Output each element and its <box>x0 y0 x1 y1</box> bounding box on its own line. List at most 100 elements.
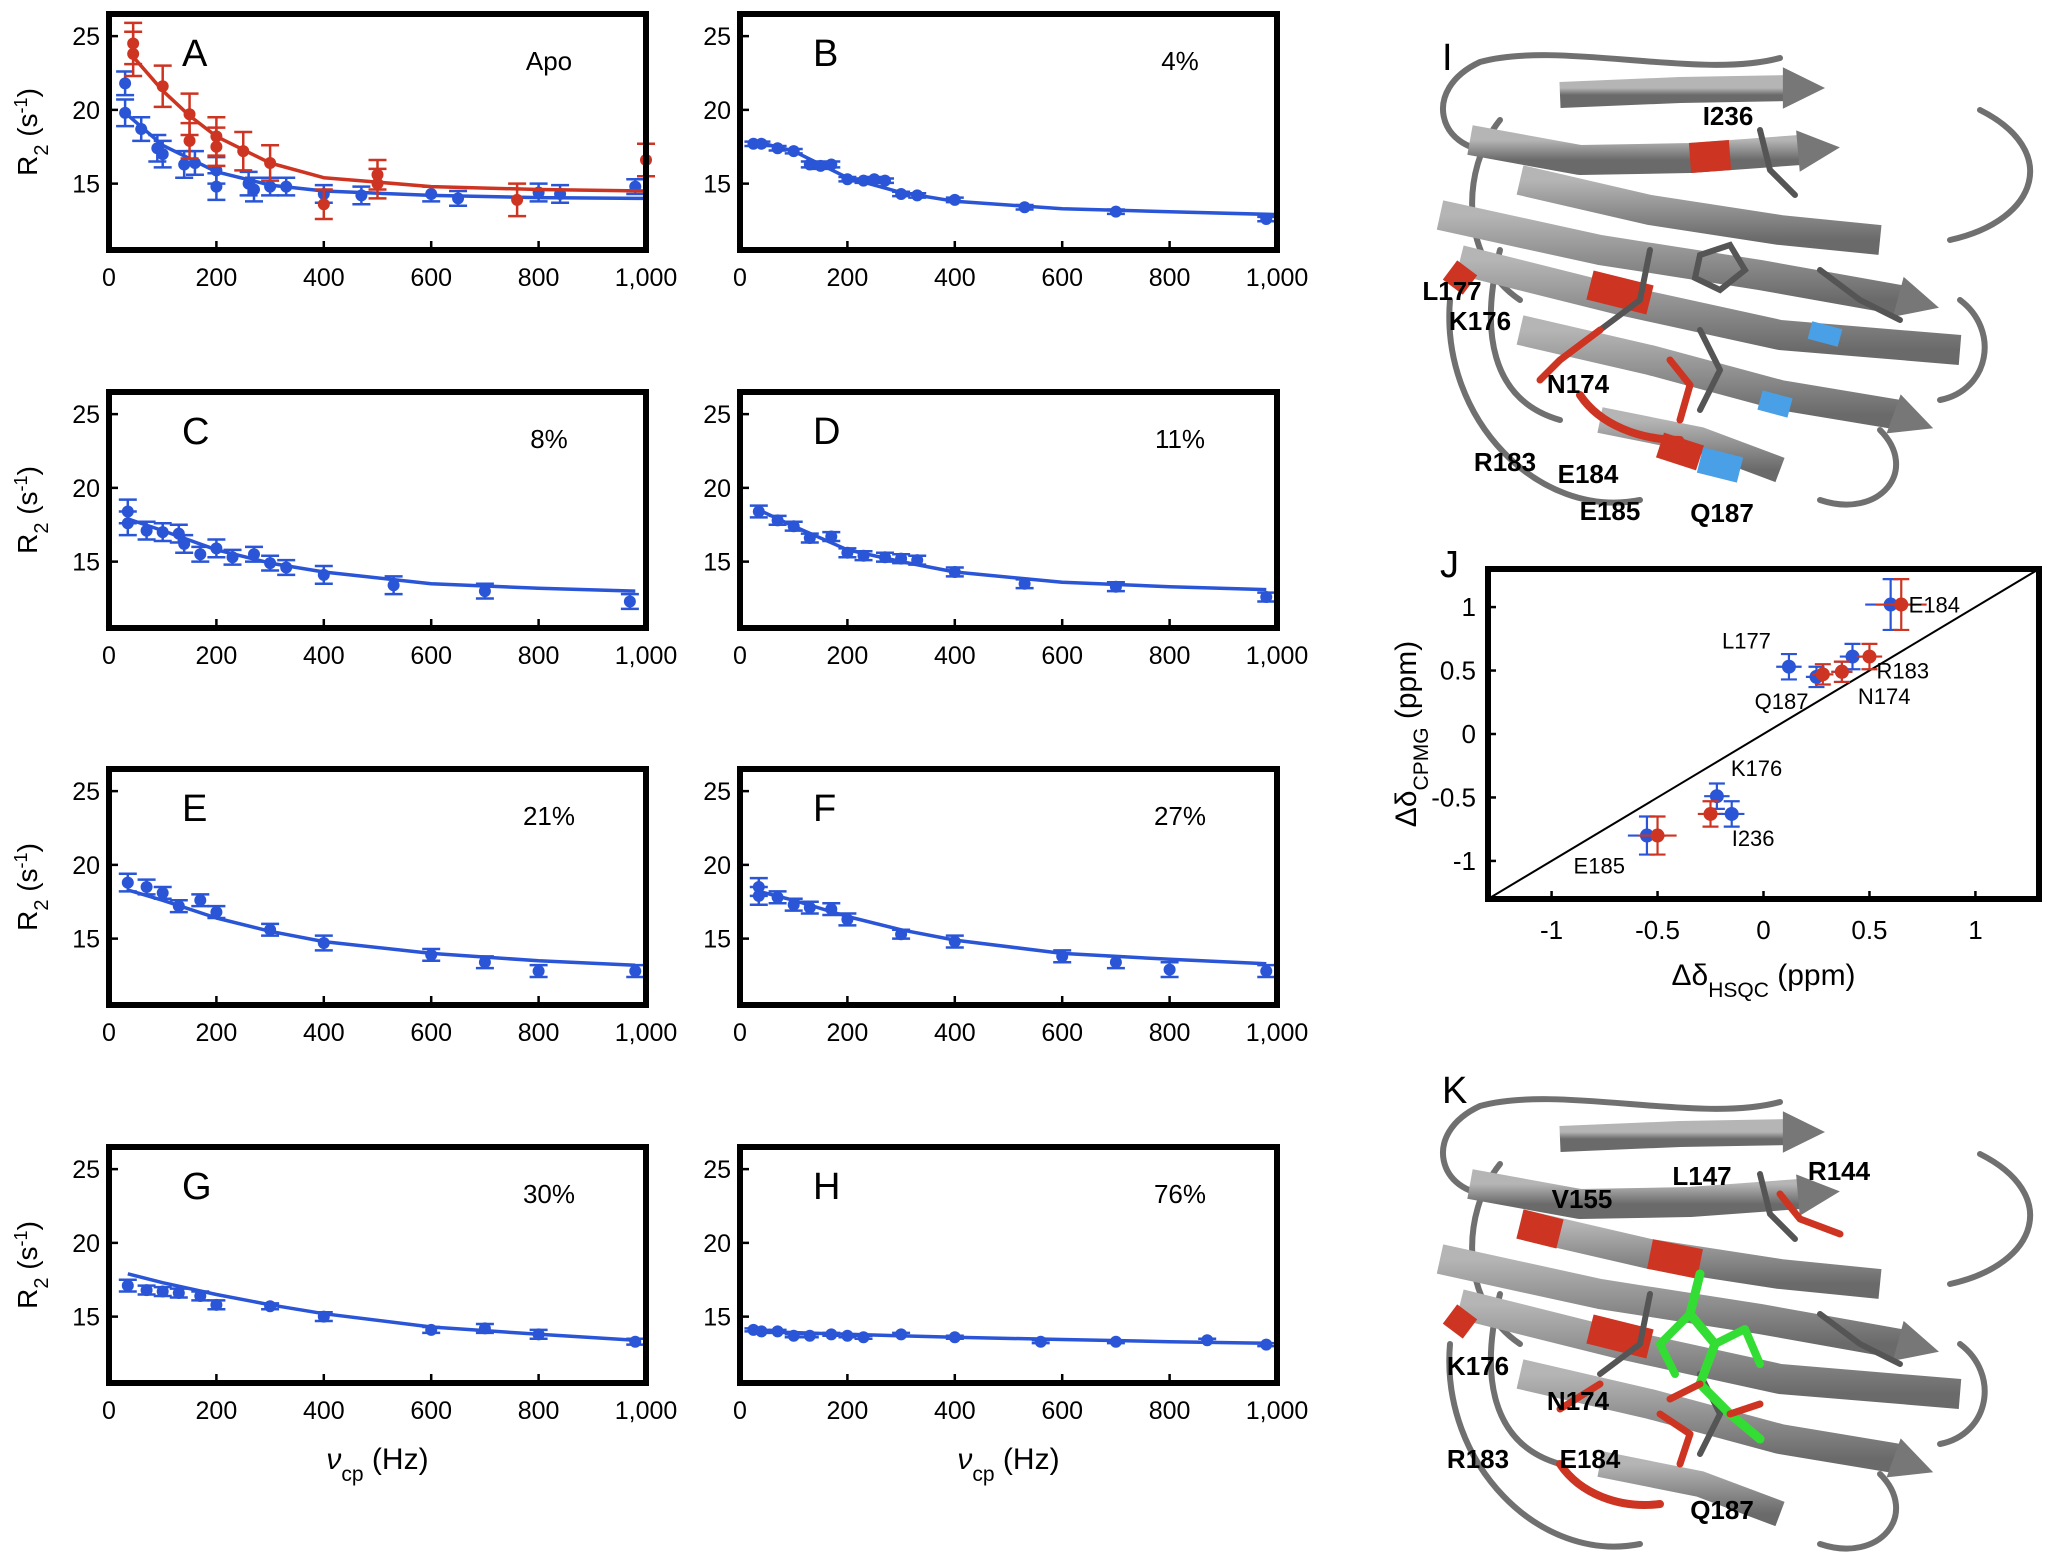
residue-label: E185 <box>1580 496 1641 526</box>
x-tick-label: 600 <box>410 1019 452 1047</box>
data-point <box>857 549 870 562</box>
x-tick-label: 600 <box>1041 1397 1083 1425</box>
strand-arrowhead <box>1796 130 1840 172</box>
y-tick-label: 25 <box>703 1156 731 1184</box>
data-point <box>1650 828 1665 843</box>
data-point <box>771 891 784 904</box>
beta-strand <box>1442 260 1478 295</box>
x-tick-label: 1,000 <box>1246 264 1309 292</box>
beta-strand <box>1516 165 1882 255</box>
residue-label: R144 <box>1808 1156 1871 1186</box>
beta-strand <box>1516 1209 1882 1299</box>
residue-label: N174 <box>1547 1386 1610 1416</box>
data-point <box>156 148 169 161</box>
coil-loop <box>1937 297 1988 403</box>
residue-label: Q187 <box>1690 498 1754 528</box>
beta-strand <box>1597 407 1785 483</box>
data-point <box>210 180 223 193</box>
data-point <box>532 965 545 978</box>
data-point <box>825 1328 838 1341</box>
data-point <box>841 913 854 926</box>
panel-letter: H <box>813 1166 840 1208</box>
y-tick-label: -1 <box>1453 846 1476 876</box>
x-tick-label: 400 <box>934 264 976 292</box>
side-chain <box>1685 1269 1765 1444</box>
x-tick-label: 0.5 <box>1851 915 1887 945</box>
panel-title: 76% <box>1154 1179 1206 1209</box>
beta-strand <box>1467 125 1802 175</box>
data-point <box>478 585 491 598</box>
data-point <box>280 561 293 574</box>
x-tick-label: -1 <box>1540 915 1563 945</box>
fit-curve <box>131 55 647 193</box>
x-axis-label: νcp (Hz) <box>326 1443 428 1486</box>
y-tick-label: 25 <box>72 1156 100 1184</box>
x-tick-label: 0 <box>1756 915 1770 945</box>
x-tick-label: 0 <box>733 1397 747 1425</box>
x-tick-label: 200 <box>827 1019 869 1047</box>
scatter-layer: J -1 -1 -0.5 -0.5 0 0 0.5 0.5 1 1 E184 L177 R183 Q187 N… <box>1390 544 2042 1002</box>
data-point <box>178 158 191 171</box>
side-chain <box>1757 1171 1798 1242</box>
x-tick-label: 0 <box>102 264 116 292</box>
data-point <box>878 174 891 187</box>
data-point <box>1815 667 1830 682</box>
beta-strand <box>1696 447 1744 483</box>
data-point <box>787 898 800 911</box>
data-point <box>237 145 250 158</box>
panel-title: 27% <box>1154 801 1206 831</box>
side-chain <box>1666 356 1694 424</box>
panel-title: 21% <box>523 801 575 831</box>
chart-panel-e: 0 200 400 600 800 1,000 15 20 25 E 21% R2 (s-1) <box>11 766 677 1047</box>
x-tick-label: 0 <box>102 642 116 670</box>
data-point <box>841 173 854 186</box>
plot-frame <box>106 389 649 631</box>
chart-panel-c: 0 200 400 600 800 1,000 15 20 25 C 8% R2 (s-1) <box>11 389 677 670</box>
data-point <box>1845 649 1860 664</box>
data-point <box>355 189 368 202</box>
data-point <box>387 579 400 592</box>
data-point <box>425 948 438 961</box>
residue-label: K176 <box>1447 1351 1509 1381</box>
data-point <box>1894 597 1909 612</box>
side-chain <box>1597 247 1653 333</box>
data-point <box>895 187 908 200</box>
data-point <box>1201 1334 1214 1347</box>
x-tick-label: 400 <box>303 1397 345 1425</box>
side-chain <box>1536 326 1604 384</box>
coil-loop <box>1947 1151 2034 1287</box>
data-point <box>317 568 330 581</box>
plot-frame <box>737 11 1280 253</box>
data-point <box>825 158 838 171</box>
data-point <box>803 1329 816 1342</box>
data-point <box>140 524 153 537</box>
data-point <box>1260 213 1273 226</box>
data-point <box>1781 659 1796 674</box>
plot-frame <box>737 389 1280 631</box>
panel-title: 8% <box>530 424 568 454</box>
x-tick-label: 1,000 <box>1246 642 1309 670</box>
data-point <box>156 886 169 899</box>
x-tick-label: 800 <box>1149 642 1191 670</box>
residue-label: L147 <box>1672 1161 1731 1191</box>
panel-letter: E <box>182 788 207 830</box>
data-point <box>857 1331 870 1344</box>
x-tick-label: 600 <box>410 642 452 670</box>
side-chain <box>1666 1380 1704 1403</box>
chart-panel-b: 0 200 400 600 800 1,000 15 20 25 B 4% <box>703 11 1309 292</box>
data-point <box>172 900 185 913</box>
data-point <box>226 551 239 564</box>
x-tick-label: 800 <box>1149 264 1191 292</box>
x-tick-label: 0 <box>102 1397 116 1425</box>
x-tick-label: 0 <box>733 264 747 292</box>
coil-loop <box>1440 1096 1783 1197</box>
y-tick-label: 0.5 <box>1440 656 1476 686</box>
x-tick-label: 200 <box>196 1019 238 1047</box>
y-axis-label: R2 (s-1) <box>11 466 53 554</box>
plot-frame <box>106 1144 649 1386</box>
panel-letter: G <box>182 1166 212 1208</box>
data-point <box>752 889 765 902</box>
data-point <box>264 156 277 169</box>
data-point <box>1018 577 1031 590</box>
